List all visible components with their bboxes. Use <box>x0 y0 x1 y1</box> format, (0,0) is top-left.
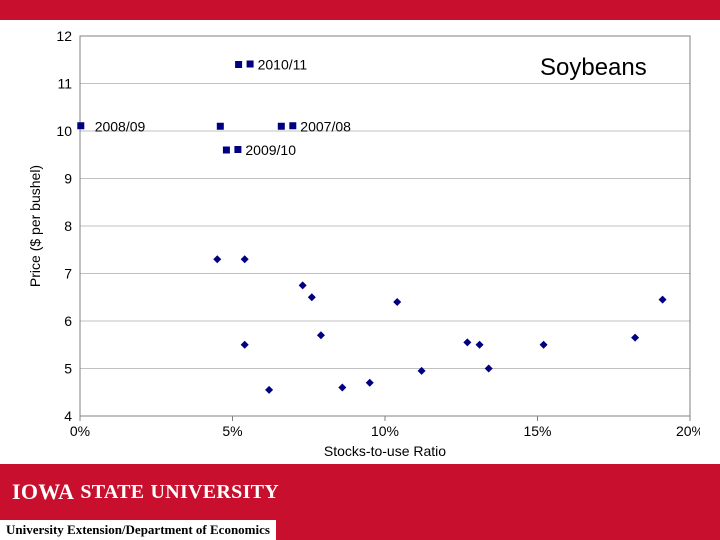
svg-text:9: 9 <box>64 171 72 187</box>
svg-text:10%: 10% <box>371 423 399 439</box>
svg-text:5%: 5% <box>222 423 242 439</box>
svg-text:12: 12 <box>56 28 72 44</box>
svg-text:2010/11: 2010/11 <box>258 57 308 73</box>
svg-text:10: 10 <box>56 123 72 139</box>
svg-text:2008/09: 2008/09 <box>95 118 146 134</box>
svg-text:Stocks-to-use Ratio: Stocks-to-use Ratio <box>324 443 446 456</box>
svg-text:0%: 0% <box>70 423 90 439</box>
svg-text:5: 5 <box>64 361 72 377</box>
top-red-bar <box>0 0 720 20</box>
svg-text:15%: 15% <box>523 423 551 439</box>
svg-text:4: 4 <box>64 408 72 424</box>
svg-text:Price ($ per bushel): Price ($ per bushel) <box>27 165 43 287</box>
svg-text:7: 7 <box>64 266 72 282</box>
svg-text:11: 11 <box>57 76 72 92</box>
svg-text:2009/10: 2009/10 <box>245 142 296 158</box>
svg-text:8: 8 <box>64 218 72 234</box>
chart-area: 4 5 6 7 8 9 10 11 12 0% 5% 10% 15% 20% Price ($ per bu… <box>24 26 700 456</box>
svg-text:2007/08: 2007/08 <box>300 118 351 134</box>
scatter-chart: 4 5 6 7 8 9 10 11 12 0% 5% 10% 15% 20% Price ($ per bu… <box>24 26 700 456</box>
svg-text:20%: 20% <box>676 423 700 439</box>
department-text: University Extension/Department of Econo… <box>0 520 276 540</box>
university-logo-text: IOWA STATE UNIVERSITY <box>0 464 720 520</box>
svg-text:6: 6 <box>64 313 72 329</box>
